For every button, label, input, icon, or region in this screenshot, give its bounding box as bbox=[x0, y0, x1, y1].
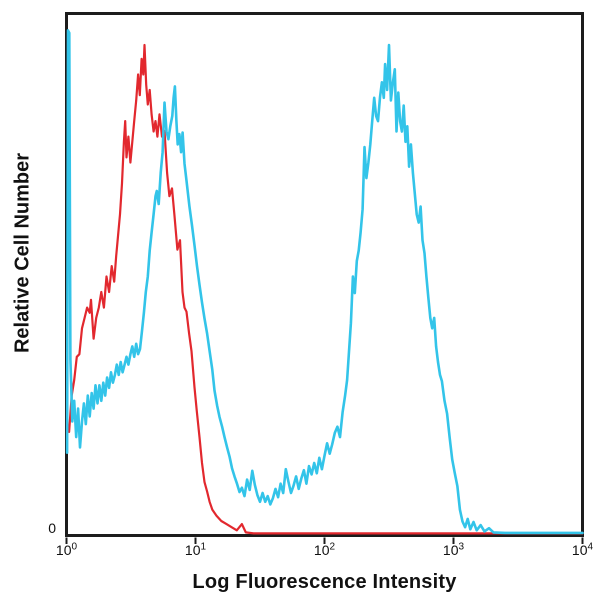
histogram-traces bbox=[65, 29, 584, 535]
y-axis-title: Relative Cell Number bbox=[11, 152, 34, 354]
x-axis-ticks bbox=[65, 537, 584, 544]
y-axis-zero-label: 0 bbox=[48, 520, 56, 536]
cyan-trace-path bbox=[65, 29, 584, 535]
x-axis-title: Log Fluorescence Intensity bbox=[192, 571, 457, 593]
red-trace-path bbox=[67, 43, 584, 535]
